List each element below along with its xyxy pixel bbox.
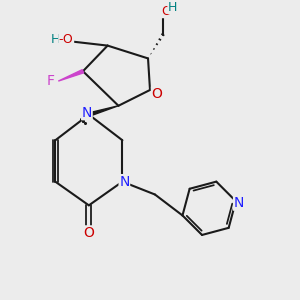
Text: N: N <box>234 196 244 210</box>
Text: O: O <box>83 226 94 240</box>
Text: H: H <box>168 1 177 13</box>
Text: N: N <box>119 175 130 189</box>
Polygon shape <box>58 70 84 81</box>
Text: H: H <box>51 33 60 46</box>
Text: O: O <box>152 87 162 101</box>
Polygon shape <box>88 106 119 116</box>
Text: O: O <box>161 4 171 18</box>
Text: N: N <box>82 106 92 120</box>
Text: F: F <box>46 74 54 88</box>
Text: -O: -O <box>59 33 74 46</box>
